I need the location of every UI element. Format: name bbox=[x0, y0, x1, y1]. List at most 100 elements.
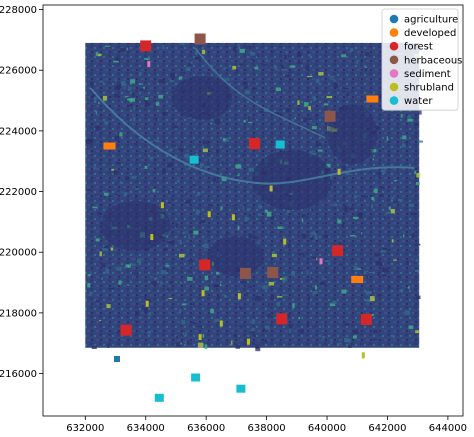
raster-pixel bbox=[118, 280, 122, 285]
sediment-marker bbox=[319, 258, 323, 265]
x-tick-label: 640000 bbox=[308, 423, 346, 434]
raster-pixel bbox=[87, 283, 91, 288]
raster-pixel bbox=[252, 235, 259, 239]
raster-pixel bbox=[188, 166, 192, 170]
raster-pixel bbox=[100, 276, 103, 280]
raster-pixel bbox=[373, 253, 380, 257]
raster-pixel bbox=[333, 83, 339, 88]
raster-pixel bbox=[231, 340, 233, 346]
raster-pixel bbox=[121, 80, 126, 84]
raster-pixel bbox=[363, 98, 369, 100]
raster-pixel bbox=[85, 139, 91, 145]
raster-pixel bbox=[244, 216, 248, 222]
raster-pixel bbox=[289, 79, 293, 81]
raster-pixel bbox=[178, 76, 183, 80]
raster-pixel bbox=[387, 287, 392, 289]
raster-pixel bbox=[311, 152, 317, 156]
raster-pixel bbox=[306, 208, 308, 210]
raster-pixel bbox=[344, 207, 348, 213]
raster-pixel bbox=[392, 335, 395, 339]
raster-pixel bbox=[116, 83, 122, 89]
water-marker bbox=[189, 155, 199, 164]
raster-pixel bbox=[248, 285, 252, 288]
raster-pixel bbox=[372, 158, 374, 161]
raster-pixel bbox=[162, 169, 166, 174]
raster-pixel bbox=[239, 48, 245, 53]
raster-pixel bbox=[134, 143, 137, 145]
raster-pixel bbox=[353, 195, 357, 199]
raster-pixel bbox=[310, 277, 313, 281]
agriculture-legend-label: agriculture bbox=[404, 15, 458, 26]
x-tick-label: 644000 bbox=[429, 423, 467, 434]
raster-pixel bbox=[300, 329, 305, 334]
raster-pixel bbox=[268, 281, 275, 286]
raster-pixel bbox=[119, 132, 123, 137]
raster-pixel bbox=[192, 322, 195, 324]
raster-pixel bbox=[125, 95, 129, 98]
forest-legend-label: forest bbox=[404, 42, 433, 53]
raster-pixel bbox=[183, 71, 186, 76]
raster-pixel bbox=[307, 323, 310, 328]
raster-pixel bbox=[89, 291, 93, 296]
raster-pixel bbox=[103, 192, 109, 196]
raster-pixel bbox=[200, 162, 203, 168]
raster-pixel bbox=[302, 214, 306, 217]
raster-pixel bbox=[210, 122, 213, 125]
raster-pixel bbox=[166, 288, 170, 292]
raster-pixel bbox=[153, 277, 158, 281]
raster-pixel bbox=[333, 78, 336, 83]
raster-pixel bbox=[196, 326, 202, 328]
shrubland-marker bbox=[201, 290, 205, 297]
y-tick-label: 226000 bbox=[0, 66, 37, 77]
raster-pixel bbox=[160, 269, 167, 275]
raster-pixel bbox=[143, 308, 149, 313]
raster-pixel bbox=[195, 56, 201, 60]
forest-legend-marker bbox=[389, 41, 399, 51]
raster-pixel bbox=[322, 336, 325, 339]
raster-pixel bbox=[301, 219, 304, 223]
raster-pixel bbox=[337, 343, 343, 345]
raster-pixel bbox=[271, 253, 277, 258]
raster-pixel bbox=[95, 238, 100, 242]
raster-pixel bbox=[404, 142, 408, 145]
raster-pixel bbox=[407, 114, 411, 120]
raster-pixel bbox=[196, 191, 201, 196]
raster-pixel bbox=[114, 136, 120, 141]
raster-pixel bbox=[192, 303, 195, 306]
raster-pixel bbox=[216, 271, 220, 275]
raster-pixel bbox=[329, 76, 335, 78]
raster-dark-patch bbox=[172, 75, 233, 120]
raster-pixel bbox=[246, 222, 248, 224]
raster-pixel bbox=[166, 162, 173, 168]
raster-pixel bbox=[198, 74, 201, 77]
raster-pixel bbox=[193, 275, 195, 280]
raster-pixel bbox=[225, 137, 229, 143]
raster-pixel bbox=[200, 325, 202, 330]
raster-pixel bbox=[140, 88, 144, 92]
raster-pixel bbox=[344, 88, 350, 90]
raster-pixel bbox=[248, 121, 253, 123]
shrubland-marker bbox=[219, 320, 223, 327]
raster-pixel bbox=[132, 272, 134, 275]
raster-pixel bbox=[130, 263, 136, 266]
raster-pixel bbox=[167, 202, 171, 204]
y-tick-label: 216000 bbox=[0, 369, 37, 380]
raster-pixel bbox=[174, 144, 177, 147]
raster-pixel bbox=[115, 57, 120, 61]
raster-pixel bbox=[144, 295, 147, 299]
raster-pixel bbox=[365, 51, 370, 56]
water-marker bbox=[236, 384, 246, 393]
raster-pixel bbox=[163, 139, 165, 142]
raster-pixel bbox=[270, 295, 274, 300]
raster-pixel bbox=[130, 79, 136, 84]
raster-pixel bbox=[120, 338, 123, 340]
raster-pixel bbox=[162, 45, 165, 50]
raster-pixel bbox=[113, 60, 119, 63]
raster-pixel bbox=[324, 260, 330, 263]
raster-pixel bbox=[201, 49, 206, 55]
raster-pixel bbox=[289, 324, 294, 328]
raster-pixel bbox=[104, 121, 108, 125]
raster-pixel bbox=[95, 300, 101, 302]
raster-pixel bbox=[373, 188, 378, 194]
raster-pixel bbox=[400, 114, 403, 118]
